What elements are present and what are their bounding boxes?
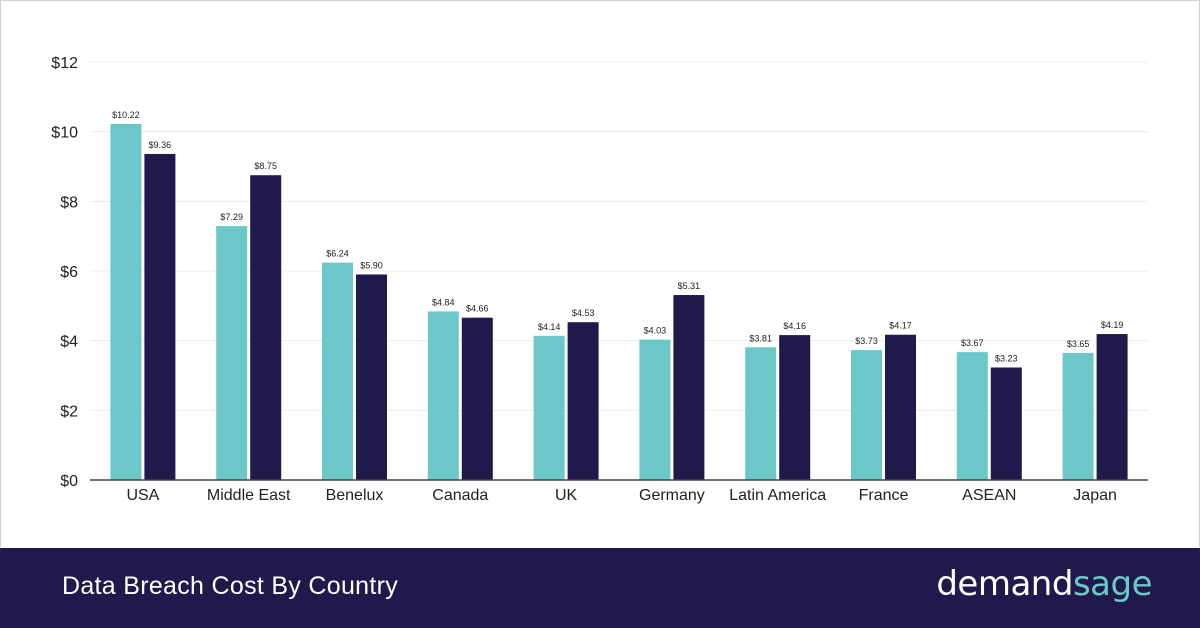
bar	[673, 295, 705, 480]
bar	[110, 124, 142, 481]
data-label: $5.31	[678, 281, 701, 291]
bar	[885, 334, 916, 480]
x-tick-label: Japan	[1073, 487, 1117, 504]
data-label: $4.14	[538, 322, 561, 332]
x-tick-label: ASEAN	[962, 487, 1016, 504]
bar	[322, 262, 353, 480]
x-tick-label: USA	[126, 487, 159, 504]
data-label: $3.73	[855, 336, 878, 346]
x-tick-label: Middle East	[207, 487, 291, 504]
x-tick-label: UK	[555, 487, 578, 504]
data-label: $3.81	[749, 333, 772, 343]
data-label: $4.17	[889, 321, 912, 331]
x-tick-label: Latin America	[729, 487, 826, 504]
x-tick-label: Benelux	[326, 487, 384, 504]
x-tick-label: France	[859, 487, 909, 504]
footer-banner: Data Breach Cost By Country demandsage	[0, 548, 1200, 628]
bar	[1096, 334, 1128, 480]
bar	[779, 335, 811, 480]
data-label: $4.66	[466, 304, 489, 314]
bar	[567, 322, 599, 480]
x-tick-label: Canada	[432, 487, 488, 504]
data-label: $4.53	[572, 308, 595, 318]
bar	[745, 347, 777, 480]
data-label: $9.36	[149, 140, 172, 150]
y-tick-label: $4	[60, 334, 78, 351]
x-tick-label: Germany	[639, 487, 705, 504]
bar	[216, 226, 248, 480]
chart-title: Data Breach Cost By Country	[62, 572, 399, 600]
demandsage-logo: demandsage	[936, 564, 1152, 604]
bar	[250, 175, 282, 481]
bar	[427, 311, 459, 480]
bar	[639, 339, 671, 480]
data-label: $10.22	[112, 110, 140, 120]
data-label: $3.67	[961, 338, 984, 348]
bar-chart: $0 $2 $4 $6 $8 $10 $12 $10.22 $9.36 USA $7.29 $8.75…	[51, 55, 1148, 504]
bar	[851, 350, 882, 480]
bar	[990, 367, 1022, 480]
data-label: $4.16	[783, 321, 806, 331]
data-label: $4.84	[432, 297, 455, 307]
bar	[461, 317, 493, 480]
bar	[144, 153, 176, 480]
bar	[956, 352, 988, 480]
y-tick-label: $6	[60, 264, 78, 281]
y-tick-label: $2	[60, 403, 78, 420]
bar	[533, 335, 565, 480]
data-label: $4.03	[644, 326, 667, 336]
logo-part-demand: demand	[936, 564, 1073, 604]
data-label: $5.90	[360, 260, 383, 270]
data-label: $3.23	[995, 353, 1018, 363]
bar	[356, 274, 387, 480]
logo-part-sage: sage	[1072, 564, 1153, 604]
bar	[1062, 352, 1094, 480]
data-label: $3.65	[1067, 339, 1090, 349]
y-tick-label: $12	[51, 55, 78, 72]
data-label: $6.24	[326, 249, 349, 259]
y-tick-label: $0	[60, 473, 78, 490]
data-label: $4.19	[1101, 320, 1124, 330]
data-label: $7.29	[220, 212, 243, 222]
y-tick-label: $10	[51, 125, 78, 142]
y-tick-label: $8	[60, 194, 78, 211]
data-label: $8.75	[254, 161, 277, 171]
